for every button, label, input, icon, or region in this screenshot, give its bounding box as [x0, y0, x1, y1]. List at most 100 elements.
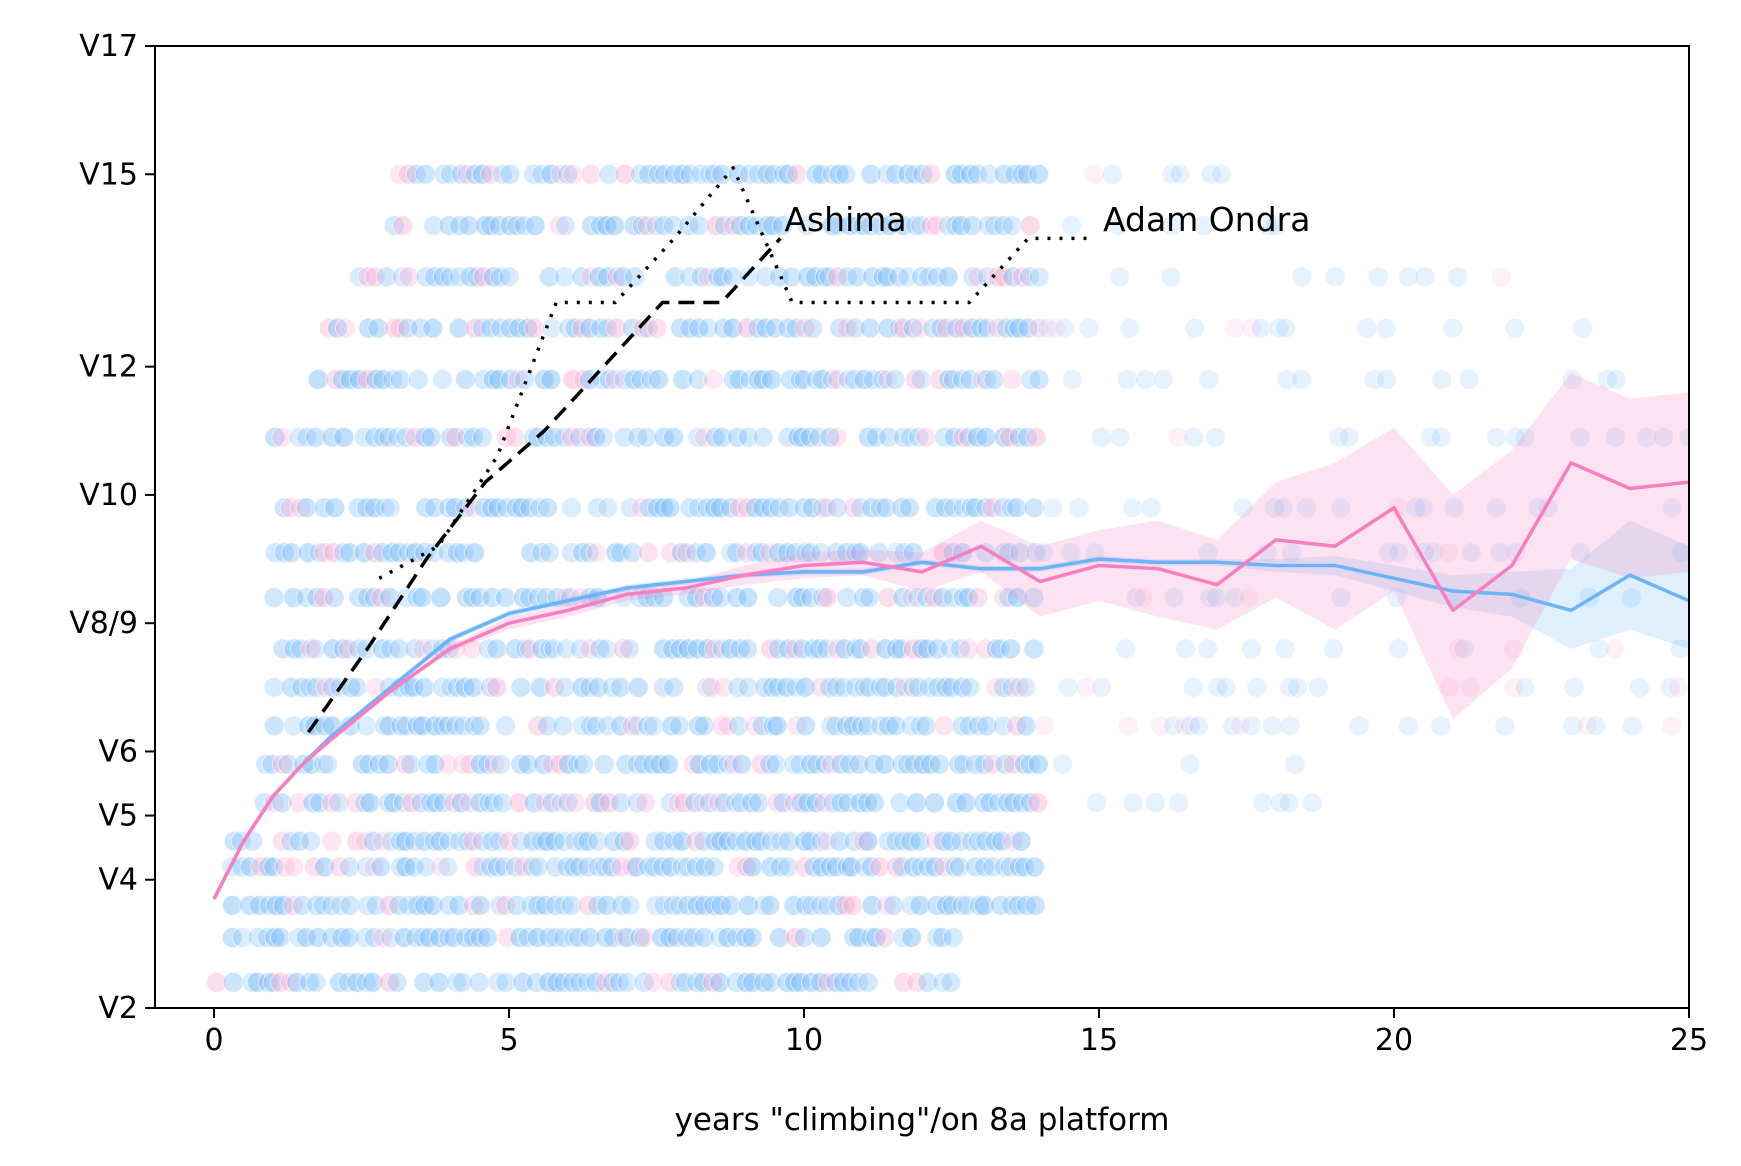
scatter-point: [592, 426, 614, 448]
scatter-point: [834, 638, 856, 660]
scatter-point: [722, 753, 744, 775]
scatter-point: [597, 715, 619, 737]
scatter-point: [1438, 676, 1460, 698]
scatter-point: [585, 426, 607, 448]
annotation-label: Ashima: [784, 200, 906, 239]
scatter-point: [577, 971, 599, 993]
scatter-point: [893, 542, 915, 564]
scatter-point: [1222, 715, 1244, 737]
scatter-point: [789, 753, 811, 775]
scatter-point: [499, 163, 521, 185]
scatter-point: [726, 587, 748, 609]
scatter-point: [645, 215, 667, 237]
scatter-point: [1375, 317, 1397, 339]
scatter-point: [1659, 676, 1681, 698]
scatter-point: [594, 971, 616, 993]
scatter-point: [289, 497, 311, 519]
scatter-point: [388, 638, 410, 660]
scatter-point: [931, 587, 953, 609]
scatter-point: [977, 215, 999, 237]
scatter-point: [693, 926, 715, 948]
scatter-point: [828, 830, 850, 852]
scatter-point: [577, 856, 599, 878]
scatter-point: [1263, 497, 1285, 519]
scatter-point: [901, 587, 923, 609]
y-axis: V2 V4 V5 V6 V8/9 V10 V12 V15 V17: [69, 29, 155, 1026]
scatter-point: [346, 830, 368, 852]
scatter-point: [663, 830, 685, 852]
scatter-point: [915, 715, 937, 737]
scatter-point: [772, 792, 794, 814]
scatter-point: [517, 317, 539, 339]
scatter-point: [370, 856, 392, 878]
scatter-point: [909, 317, 931, 339]
scatter-point: [787, 426, 809, 448]
scatter-point: [852, 215, 874, 237]
x-tick-label: 5: [499, 1023, 518, 1058]
scatter-point: [506, 215, 528, 237]
scatter-point: [711, 426, 733, 448]
scatter-point: [378, 715, 400, 737]
scatter-point: [1585, 715, 1607, 737]
scatter-point: [669, 638, 691, 660]
scatter-point: [710, 830, 732, 852]
scatter-point: [531, 638, 553, 660]
scatter-point: [463, 715, 485, 737]
scatter-point: [612, 638, 634, 660]
scatter-point: [698, 792, 720, 814]
scatter-point: [661, 715, 683, 737]
scatter-point: [912, 753, 934, 775]
scatter-point: [668, 715, 690, 737]
scatter-point: [737, 587, 759, 609]
scatter-point: [1179, 715, 1201, 737]
scatter-point: [553, 830, 575, 852]
scatter-point: [397, 317, 419, 339]
scatter-point: [378, 971, 400, 993]
scatter-point: [424, 753, 446, 775]
scatter-point: [239, 894, 261, 916]
scatter-point: [300, 830, 322, 852]
scatter-point: [389, 163, 411, 185]
scatter-point: [766, 792, 788, 814]
scatter-point: [679, 497, 701, 519]
scatter-point: [609, 676, 631, 698]
scatter-point: [878, 215, 900, 237]
scatter-point: [764, 317, 786, 339]
scatter-point: [1132, 587, 1154, 609]
scatter-point: [333, 426, 355, 448]
scatter-point: [1215, 676, 1237, 698]
x-tick-label: 20: [1375, 1023, 1413, 1058]
scatter-point: [868, 542, 890, 564]
scatter-point: [291, 894, 313, 916]
scatter-point: [821, 215, 843, 237]
scatter-point: [362, 830, 384, 852]
scatter-point: [878, 426, 900, 448]
scatter-point: [964, 497, 986, 519]
scatter-point: [1388, 638, 1410, 660]
scatter-point: [849, 638, 871, 660]
scatter-point: [1621, 587, 1643, 609]
scatter-point: [588, 266, 610, 288]
scatter-point: [1284, 753, 1306, 775]
scatter-point: [853, 368, 875, 390]
scatter-point: [308, 542, 330, 564]
scatter-point: [596, 317, 618, 339]
scatter-point: [610, 792, 632, 814]
scatter-point: [506, 894, 528, 916]
scatter-point: [523, 317, 545, 339]
scatter-point: [777, 856, 799, 878]
scatter-point: [835, 715, 857, 737]
scatter-point: [651, 926, 673, 948]
scatter-point: [495, 426, 517, 448]
scatter-point: [355, 715, 377, 737]
scatter-point: [769, 830, 791, 852]
scatter-point: [1161, 163, 1183, 185]
scatter-point: [1307, 676, 1329, 698]
scatter-point: [1489, 542, 1511, 564]
scatter-point: [1008, 856, 1030, 878]
scatter-point: [756, 215, 778, 237]
scatter-point: [785, 676, 807, 698]
scatter-point: [463, 426, 485, 448]
scatter-point: [1330, 497, 1352, 519]
scatter-point: [410, 792, 432, 814]
